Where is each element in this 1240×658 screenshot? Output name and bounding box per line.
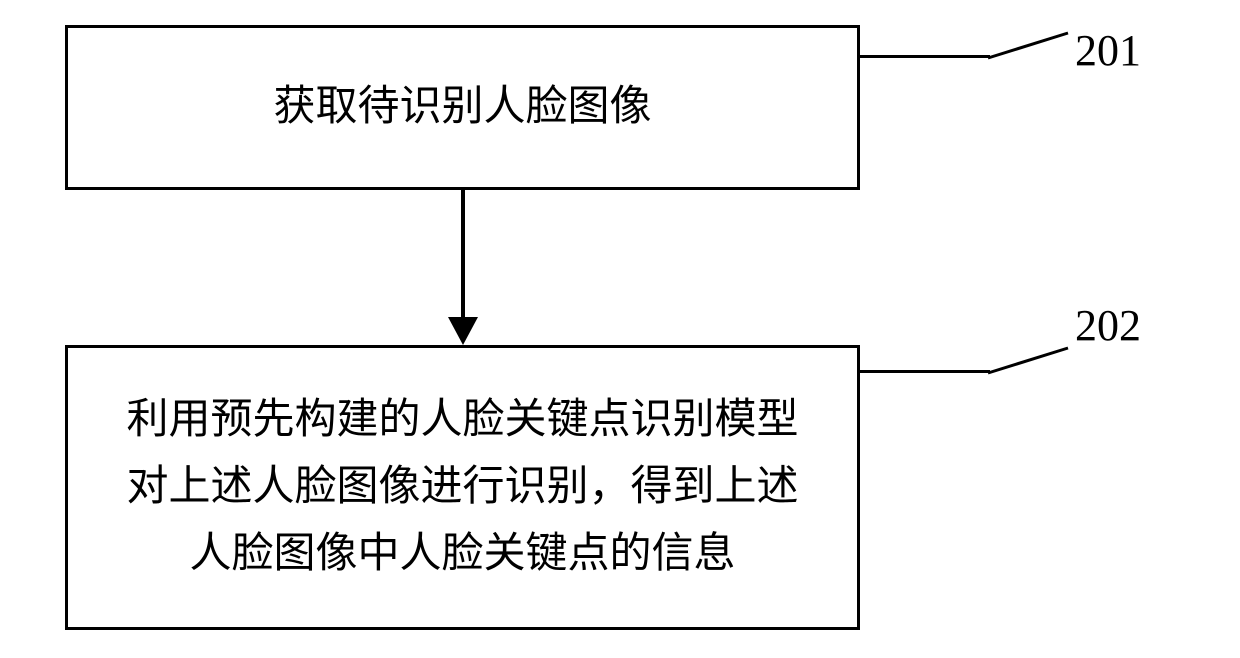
flowchart-container: 获取待识别人脸图像 201 利用预先构建的人脸关键点识别模型 对上述人脸图像进行… — [65, 25, 1175, 635]
flow-step-202: 利用预先构建的人脸关键点识别模型 对上述人脸图像进行识别，得到上述 人脸图像中人… — [65, 345, 860, 630]
flow-step-202-line3: 人脸图像中人脸关键点的信息 — [189, 531, 735, 577]
flow-step-201: 获取待识别人脸图像 — [65, 25, 860, 190]
step-label-201: 201 — [1075, 25, 1141, 76]
flow-step-202-line2: 对上述人脸图像进行识别，得到上述 — [126, 464, 798, 510]
arrow-line — [461, 190, 465, 322]
connector-line-202-diagonal — [983, 345, 1073, 380]
connector-line-202-horizontal — [860, 370, 990, 373]
flow-step-202-text: 利用预先构建的人脸关键点识别模型 对上述人脸图像进行识别，得到上述 人脸图像中人… — [126, 387, 798, 589]
arrow-head-icon — [448, 317, 478, 345]
step-label-202: 202 — [1075, 300, 1141, 351]
connector-line-201-horizontal — [860, 55, 990, 58]
flow-step-201-text: 获取待识别人脸图像 — [273, 76, 651, 139]
connector-line-201-diagonal — [983, 30, 1073, 65]
flow-step-202-line1: 利用预先构建的人脸关键点识别模型 — [126, 397, 798, 443]
